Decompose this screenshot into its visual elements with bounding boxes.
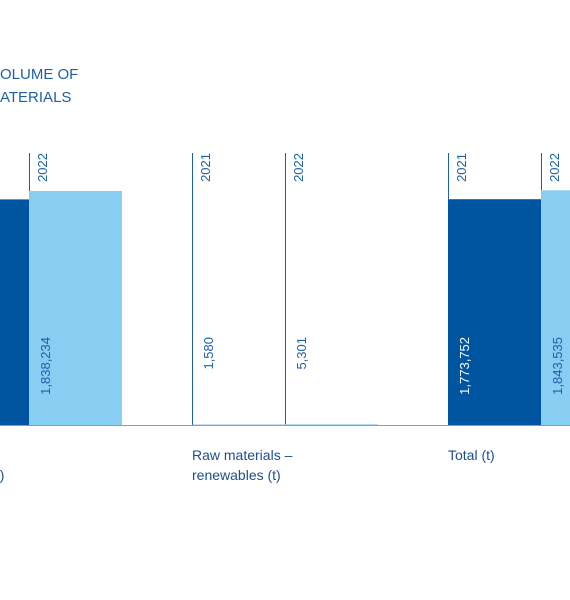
chart-title: ATERIALS <box>0 89 71 106</box>
value-label: 1,838,234 <box>38 337 53 395</box>
value-label: 5,301 <box>294 337 309 370</box>
bar <box>285 424 378 425</box>
category-label: Total (t) <box>448 447 495 463</box>
bar <box>448 199 541 425</box>
year-label: 2021 <box>454 153 469 182</box>
year-label: 2022 <box>35 153 50 182</box>
year-label: 2022 <box>547 153 562 182</box>
category-label: ewables (t) <box>0 467 4 483</box>
category-label: Raw materials – <box>192 447 293 463</box>
bar <box>29 190 122 425</box>
bar <box>0 199 29 425</box>
year-label: 2022 <box>291 153 306 182</box>
year-label: 2021 <box>198 153 213 182</box>
value-label: 1,580 <box>201 337 216 370</box>
chart-title: OLUME OF <box>0 66 78 83</box>
bar <box>541 190 570 425</box>
value-label: 1,773,752 <box>457 337 472 395</box>
value-label: 1,843,535 <box>550 337 565 395</box>
category-label: renewables (t) <box>192 467 281 483</box>
